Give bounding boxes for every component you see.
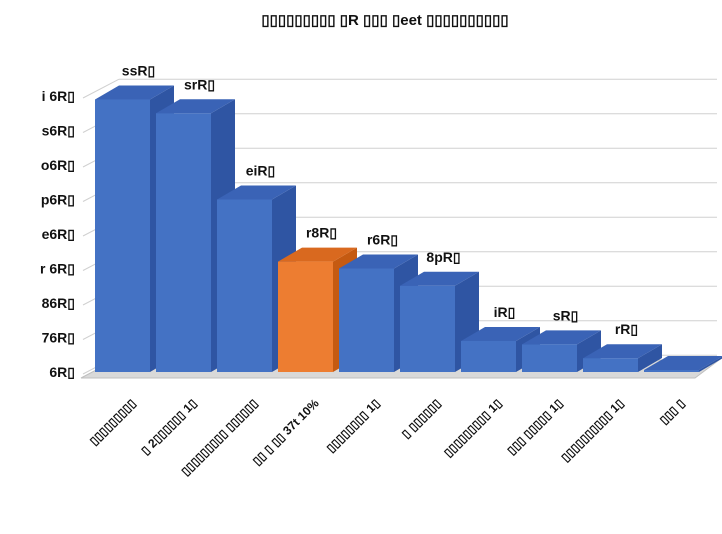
bar-top — [217, 185, 296, 200]
bar — [644, 356, 722, 372]
data-label: ssR▯ — [122, 62, 155, 78]
bar-front — [339, 268, 394, 372]
bar-top — [339, 254, 418, 269]
bar-front — [217, 199, 272, 372]
data-labels: ssR▯ srR▯ eiR▯ r8R▯ r6R▯ 8pR▯ iR▯ sR▯ rR▯ — [122, 62, 638, 337]
y-tick-label: r 6R▯ — [40, 261, 75, 277]
bar-top — [156, 99, 235, 114]
bar-front — [583, 358, 638, 372]
bar — [583, 344, 662, 372]
gridline-side — [82, 78, 120, 99]
bar-side — [699, 356, 722, 372]
category-label: ▯▯▯▯▯▯▯▯▯▯ 1▯ — [558, 396, 626, 464]
bar-front — [522, 344, 577, 372]
bar — [522, 330, 601, 372]
y-tick-label: p6R▯ — [41, 192, 75, 208]
y-tick-label: e6R▯ — [42, 226, 75, 242]
y-tick-label: 76R▯ — [42, 330, 75, 346]
bar-front — [95, 99, 150, 372]
category-label: ▯ ▯▯▯▯▯▯ — [399, 396, 444, 441]
y-tick-label: s6R▯ — [42, 123, 75, 139]
bar-top — [522, 330, 601, 345]
bar-side — [638, 344, 662, 372]
bar-front — [156, 113, 211, 372]
data-label: eiR▯ — [246, 163, 276, 179]
data-label: rR▯ — [615, 321, 638, 337]
bar-front — [400, 285, 455, 372]
bars — [95, 85, 722, 372]
x-axis-categories: ▯▯▯▯▯▯▯▯▯ ▯ 2▯▯▯▯▯▯ 1▯▯▯▯▯▯▯▯▯▯ ▯▯▯▯▯▯▯▯ … — [87, 396, 688, 479]
category-label: ▯▯ ▯ ▯▯ 37t 10% — [250, 396, 322, 468]
data-label: r8R▯ — [306, 225, 337, 241]
bar-top — [400, 271, 479, 286]
data-label: iR▯ — [494, 304, 516, 320]
category-label: ▯▯▯▯▯▯▯▯ 1▯ — [324, 396, 383, 455]
bar-top — [278, 247, 357, 262]
bar-top — [583, 344, 662, 359]
data-label: r6R▯ — [367, 232, 398, 248]
category-label: ▯▯▯▯▯▯▯▯▯ 1▯ — [441, 396, 505, 460]
bar-front — [461, 340, 516, 372]
bar-top — [644, 356, 722, 370]
data-label: srR▯ — [184, 76, 215, 92]
data-label: sR▯ — [553, 307, 579, 323]
bar-front — [644, 370, 699, 372]
category-label: ▯▯▯ ▯ — [657, 396, 688, 427]
y-tick-label: 6R▯ — [49, 364, 75, 380]
category-label: ▯▯▯ ▯▯▯▯▯ 1▯ — [504, 396, 565, 457]
bar-top — [461, 326, 540, 341]
y-axis-ticks: 6R▯ 76R▯ 86R▯ r 6R▯ e6R▯ p6R▯ o6R▯ s6R▯ i 6R▯ — [40, 88, 75, 380]
bar-top — [95, 85, 174, 100]
y-tick-label: 86R▯ — [42, 295, 75, 311]
category-label: ▯ 2▯▯▯▯▯▯ 1▯ — [138, 396, 199, 457]
data-label: 8pR▯ — [426, 249, 460, 265]
chart-title: ▯▯▯▯▯▯▯▯▯ ▯R ▯▯▯ ▯eet ▯▯▯▯▯▯▯▯▯▯ — [261, 12, 508, 29]
bar-front — [278, 261, 333, 372]
y-tick-label: i 6R▯ — [42, 88, 75, 104]
y-tick-label: o6R▯ — [41, 157, 75, 173]
category-label: ▯▯▯▯▯▯▯▯▯ — [87, 396, 139, 448]
